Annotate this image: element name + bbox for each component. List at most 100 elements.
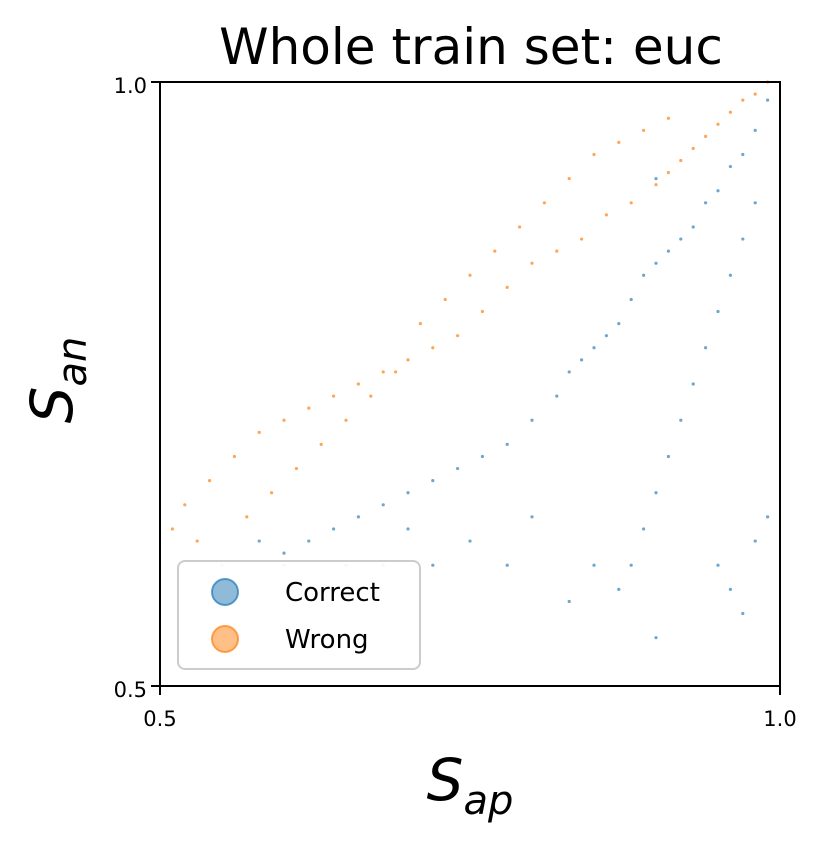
correct-point [406,527,410,531]
correct-point [381,503,385,507]
correct-point [555,394,559,398]
correct-point [753,201,757,205]
correct-point [728,273,733,277]
correct-point [567,370,571,374]
correct-point [654,491,658,495]
wrong-point [604,213,609,217]
wrong-point [666,171,671,175]
y-axis-label-sub: an [50,337,96,387]
wrong-point [530,261,534,265]
wrong-point [245,515,249,519]
legend-marker-correct [211,578,239,606]
correct-point [716,309,720,314]
wrong-point [704,134,708,138]
wrong-point [381,370,385,374]
wrong-point [629,201,633,205]
correct-point [356,515,360,519]
wrong-point [617,140,621,144]
correct-point [704,346,708,350]
plot-points [170,80,770,640]
correct-point [456,466,460,471]
chart-title: Whole train set: euc [219,18,723,76]
wrong-point [183,503,187,507]
wrong-point [555,249,559,253]
wrong-point [716,122,720,126]
wrong-point [518,225,522,229]
wrong-point [567,177,571,181]
x-axis-label-sub: ap [463,778,513,824]
correct-point [406,491,410,495]
correct-point [654,261,658,265]
wrong-point [270,491,274,495]
wrong-point [741,98,745,102]
correct-point [642,527,646,531]
wrong-point [282,418,286,422]
correct-point [654,636,658,640]
correct-point [282,551,286,555]
wrong-point [344,418,348,422]
correct-point [468,539,472,543]
wrong-point [319,442,323,446]
legend-label-correct: Correct [285,578,380,608]
y-axis-label-main: S [18,387,86,424]
wrong-point [468,273,472,277]
correct-point [679,418,683,422]
x-axis-label-main: S [427,746,464,814]
correct-point [592,563,596,567]
correct-point [505,563,509,567]
correct-point [753,128,757,132]
wrong-point [505,285,509,289]
correct-point [530,515,534,519]
wrong-point [418,322,422,326]
correct-point [642,273,646,277]
correct-point [691,225,695,229]
legend-marker-wrong [211,625,239,653]
correct-point [741,152,745,157]
correct-point [505,442,509,446]
correct-point [753,539,757,543]
wrong-point [195,539,199,543]
correct-point [431,479,435,483]
correct-point [629,563,633,567]
correct-point [604,334,609,338]
wrong-point [406,358,410,362]
correct-point [741,611,745,616]
wrong-point [170,527,174,531]
wrong-point [456,334,460,338]
correct-point [766,515,770,519]
y-axis-label: San [18,337,96,424]
correct-point [617,322,621,326]
wrong-point [294,466,298,471]
wrong-point [369,394,373,398]
x-tick-label-max: 1.0 [763,707,796,731]
correct-point [592,346,596,350]
correct-point [741,237,745,241]
plot-frame [159,81,781,687]
wrong-point [208,479,212,483]
correct-point [654,177,658,181]
x-tick-label-min: 0.5 [143,707,176,731]
correct-point [332,527,336,531]
wrong-point [728,110,733,114]
correct-point [728,587,733,591]
x-axis-label: Sap [427,746,514,824]
correct-point [257,539,261,543]
wrong-point [654,183,658,187]
y-tick-label-max: 1.0 [114,74,147,98]
y-axis-label-group: San [18,337,96,424]
correct-point [431,563,435,567]
wrong-point [753,92,757,96]
wrong-point [394,370,398,374]
wrong-point [443,297,447,302]
wrong-point [666,116,671,120]
wrong-point [493,249,497,253]
correct-point [766,98,770,102]
correct-point [691,382,695,386]
wrong-point [356,382,360,386]
wrong-point [257,430,261,434]
correct-point [530,418,534,422]
wrong-point [431,346,435,350]
legend: Correct Wrong [177,560,421,670]
wrong-point [642,128,646,132]
